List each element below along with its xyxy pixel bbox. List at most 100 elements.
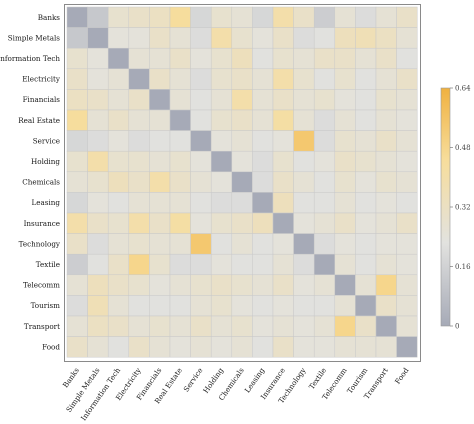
heatmap-cell [293,274,315,296]
heatmap-cell [190,68,212,90]
heatmap-cell [231,233,253,255]
heatmap-cell [66,6,88,28]
heatmap-cell [272,27,294,49]
heatmap-cell [375,212,397,234]
row-label: Information Tech [0,54,60,63]
heatmap-cell [66,192,88,214]
heatmap-cell [210,150,233,173]
heatmap-cell [396,109,418,131]
heatmap-cell [210,89,233,111]
row-label: Technology [19,239,61,248]
heatmap-cell [252,212,274,234]
heatmap-cell [231,68,253,90]
heatmap-cell [252,130,274,152]
heatmap-cell [396,274,418,296]
heatmap-cell [313,47,336,70]
heatmap-cell [87,109,109,131]
heatmap-cell [66,233,88,255]
heatmap-cell [272,47,294,70]
heatmap-cell [293,109,315,131]
heatmap-cell [334,6,356,28]
heatmap-cell [66,109,88,131]
heatmap-cell [334,336,356,358]
heatmap-cell [149,47,171,70]
heatmap-cell [149,253,171,276]
heatmap-cell [355,336,377,358]
heatmap-cell [190,295,212,317]
heatmap-cell [375,89,397,111]
heatmap-cell [190,109,212,131]
heatmap-cell [128,89,150,111]
heatmap-cell [107,6,130,28]
heatmap-cell [87,6,109,28]
heatmap-cell [128,47,150,70]
heatmap-cell [128,150,150,173]
heatmap-cell [293,68,315,90]
heatmap-cell [252,315,274,337]
heatmap-cell [293,89,315,111]
heatmap-cell [87,212,109,234]
heatmap-cell [107,109,130,131]
heatmap-cell [87,47,109,70]
heatmap-cell [66,27,88,49]
heatmap-cell [231,295,253,317]
heatmap-cell [210,130,233,152]
heatmap-cell [231,47,253,70]
heatmap-cell [169,212,191,234]
heatmap-cell [87,295,109,317]
heatmap-cell [128,68,150,90]
heatmap-cell [87,192,109,214]
heatmap-cell [128,130,150,152]
heatmap-cell [272,212,294,234]
heatmap-cell [128,315,150,337]
heatmap-cell [375,47,397,70]
heatmap-cell [149,274,171,296]
heatmap-cell [293,171,315,193]
heatmap-cell [272,253,294,276]
heatmap-cell [293,47,315,70]
heatmap-cell [355,109,377,131]
heatmap-cell [293,295,315,317]
heatmap-cell [210,212,233,234]
heatmap-cell [334,253,356,276]
heatmap-cell [128,233,150,255]
heatmap-cell [252,6,274,28]
heatmap-cell [396,192,418,214]
heatmap-cell [272,315,294,337]
heatmap-cell [210,336,233,358]
heatmap-cell [252,27,274,49]
heatmap-cell [252,89,274,111]
heatmap-cell [128,109,150,131]
heatmap-cell [313,109,336,131]
heatmap-cell [87,274,109,296]
heatmap-cell [396,130,418,152]
heatmap-cell [313,295,336,317]
heatmap-cell [252,171,274,193]
heatmap-cell [149,336,171,358]
heatmap-cell [252,295,274,317]
heatmap-cell [190,47,212,70]
heatmap-cell [272,192,294,214]
heatmap-cell [396,47,418,70]
heatmap-cell [190,274,212,296]
heatmap-cell [149,192,171,214]
heatmap-cell [169,109,191,131]
heatmap-cell [210,171,233,193]
plot-frame [64,4,421,362]
heatmap-cell [396,253,418,276]
heatmap-cell [313,253,336,276]
heatmap-cell [66,47,88,70]
heatmap-cell [293,6,315,28]
heatmap-cell [252,109,274,131]
heatmap-cell [66,68,88,90]
heatmap-cell [169,253,191,276]
heatmap-cell [252,233,274,255]
heatmap-cell [396,295,418,317]
heatmap-cell [313,130,336,152]
heatmap-cell [231,315,253,337]
heatmap-cell [334,315,356,337]
heatmap-cell [375,6,397,28]
heatmap-cell [66,171,88,193]
heatmap-cell [252,47,274,70]
